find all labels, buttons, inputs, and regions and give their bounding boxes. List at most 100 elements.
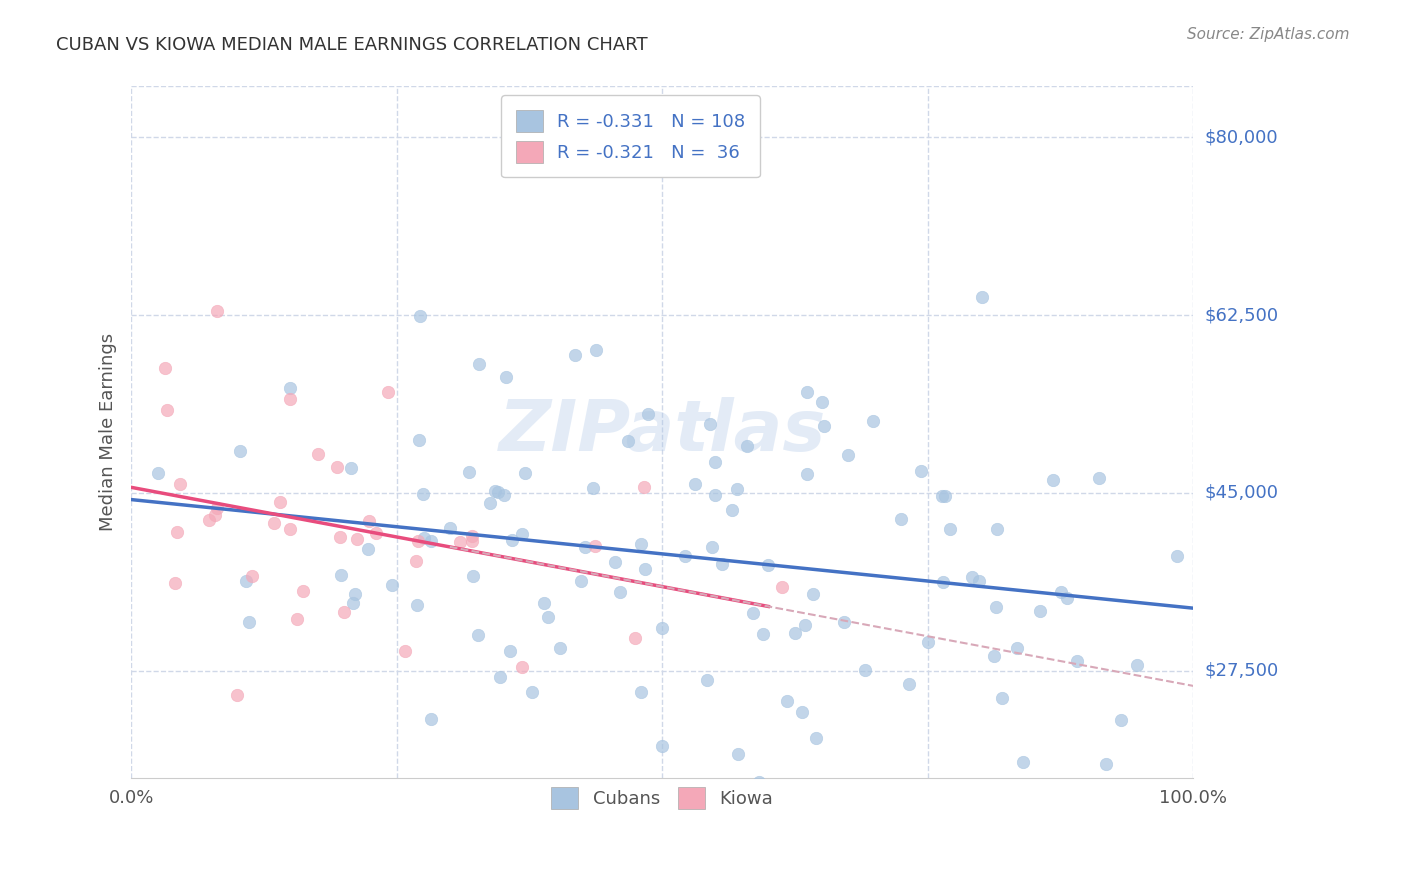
Point	[240, 569, 263, 583]
Point	[569, 574, 592, 588]
Point	[394, 643, 416, 657]
Point	[986, 522, 1008, 536]
Point	[439, 521, 461, 535]
Point	[617, 434, 640, 448]
Point	[637, 407, 659, 421]
Point	[205, 501, 228, 516]
Point	[148, 466, 170, 480]
Point	[235, 574, 257, 589]
Point	[486, 485, 509, 500]
Point	[630, 537, 652, 551]
Point	[651, 739, 673, 753]
Point	[673, 549, 696, 563]
Point	[605, 555, 627, 569]
Point	[801, 587, 824, 601]
Point	[197, 513, 219, 527]
Point	[1056, 591, 1078, 605]
Point	[796, 385, 818, 400]
Point	[970, 290, 993, 304]
Point	[377, 385, 399, 400]
Point	[696, 673, 718, 688]
Point	[406, 598, 429, 612]
Point	[634, 562, 657, 576]
Point	[292, 584, 315, 599]
Point	[967, 574, 990, 588]
Point	[1029, 604, 1052, 618]
Point	[359, 515, 381, 529]
Point	[752, 627, 775, 641]
Point	[898, 677, 921, 691]
Point	[461, 534, 484, 549]
Point	[633, 480, 655, 494]
Point	[813, 419, 835, 434]
Point	[342, 596, 364, 610]
Point	[991, 690, 1014, 705]
Point	[776, 694, 799, 708]
Point	[340, 461, 363, 475]
Point	[499, 644, 522, 658]
Point	[1126, 657, 1149, 672]
Point	[461, 528, 484, 542]
Point	[495, 369, 517, 384]
Point	[163, 576, 186, 591]
Point	[1095, 756, 1118, 771]
Point	[238, 615, 260, 629]
Point	[1088, 471, 1111, 485]
Point	[1042, 473, 1064, 487]
Point	[510, 526, 533, 541]
Point	[585, 343, 607, 357]
Point	[931, 489, 953, 503]
Point	[917, 635, 939, 649]
Point	[704, 488, 727, 502]
Point	[494, 488, 516, 502]
Point	[204, 508, 226, 522]
Point	[329, 530, 352, 544]
Point	[704, 455, 727, 469]
Point	[1050, 585, 1073, 599]
Point	[710, 558, 733, 572]
Text: $27,500: $27,500	[1205, 662, 1278, 680]
Point	[748, 774, 770, 789]
Point	[405, 554, 427, 568]
Text: CUBAN VS KIOWA MEDIAN MALE EARNINGS CORRELATION CHART: CUBAN VS KIOWA MEDIAN MALE EARNINGS CORR…	[56, 36, 648, 54]
Point	[364, 525, 387, 540]
Point	[837, 448, 859, 462]
Point	[278, 380, 301, 394]
Point	[285, 612, 308, 626]
Point	[834, 615, 856, 630]
Point	[853, 664, 876, 678]
Point	[1166, 549, 1188, 563]
Point	[520, 685, 543, 699]
Point	[720, 503, 742, 517]
Point	[811, 394, 834, 409]
Point	[155, 361, 177, 376]
Point	[326, 459, 349, 474]
Point	[651, 621, 673, 635]
Point	[983, 648, 1005, 663]
Point	[381, 578, 404, 592]
Point	[409, 309, 432, 323]
Point	[630, 684, 652, 698]
Point	[412, 487, 434, 501]
Point	[581, 481, 603, 495]
Point	[467, 357, 489, 371]
Point	[406, 533, 429, 548]
Point	[794, 618, 817, 632]
Point	[770, 580, 793, 594]
Point	[513, 466, 536, 480]
Point	[330, 568, 353, 582]
Point	[278, 522, 301, 536]
Point	[609, 585, 631, 599]
Point	[910, 464, 932, 478]
Point	[1109, 713, 1132, 727]
Point	[1066, 654, 1088, 668]
Point	[225, 688, 247, 702]
Point	[737, 439, 759, 453]
Point	[934, 488, 956, 502]
Point	[166, 524, 188, 539]
Point	[269, 495, 291, 509]
Point	[536, 610, 558, 624]
Point	[533, 595, 555, 609]
Point	[207, 304, 229, 318]
Point	[785, 626, 807, 640]
